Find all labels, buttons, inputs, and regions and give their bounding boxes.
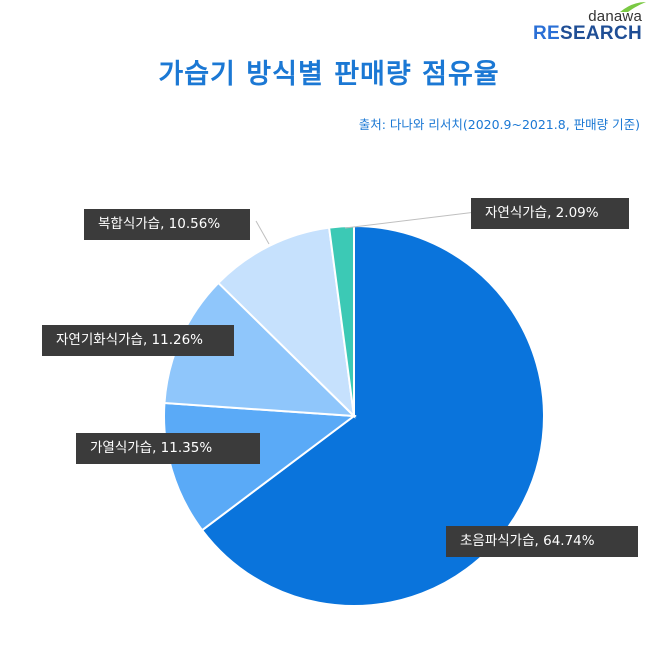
- slice-label-2: 가열식가습, 11.35%: [76, 433, 260, 464]
- chart-title: 가습기 방식별 판매량 점유율: [158, 59, 500, 90]
- chart-source: 출처: 다나와 리서치(2020.9~2021.8, 판매량 기준): [358, 117, 640, 132]
- leader-line-4: [255, 220, 270, 245]
- pie-slice-5: [327, 224, 355, 417]
- danawa-research-logo: danawa RESEARCH: [532, 2, 646, 44]
- logo-top-text: danawa: [533, 2, 646, 25]
- slice-label-4: 복합식가습, 10.56%: [84, 209, 250, 240]
- leader-line-5: [344, 211, 477, 229]
- slice-label-3: 자연기화식가습, 11.26%: [42, 325, 234, 356]
- slice-label-1: 초음파식가습, 64.74%: [446, 526, 638, 557]
- logo-swoosh-icon: [620, 2, 646, 12]
- slice-label-5: 자연식가습, 2.09%: [471, 198, 629, 229]
- pie-slice-1: [200, 224, 545, 607]
- pie-slice-4: [216, 226, 356, 419]
- logo-bottom-text: RESEARCH: [532, 23, 642, 44]
